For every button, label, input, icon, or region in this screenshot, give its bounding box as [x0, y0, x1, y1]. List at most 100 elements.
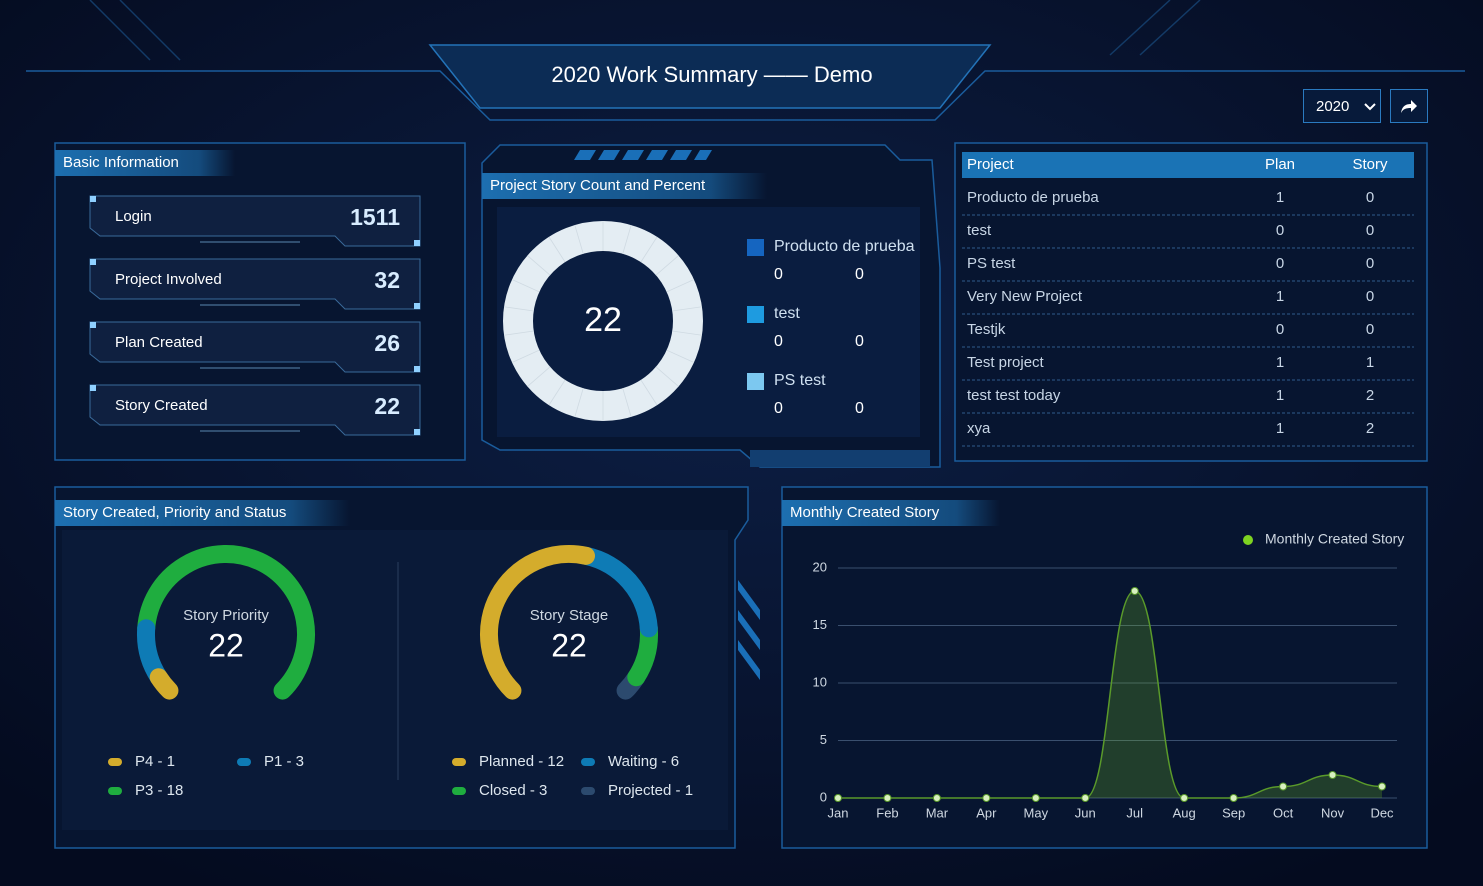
- corner: [414, 303, 420, 309]
- corner: [90, 259, 96, 265]
- ring-divider: [622, 224, 632, 254]
- table-cell: 1: [1276, 288, 1284, 305]
- legend-label: Planned - 12: [479, 753, 564, 770]
- table-cell: 0: [1366, 321, 1374, 338]
- gauge-segment: [577, 546, 658, 638]
- ring-divider: [672, 306, 703, 312]
- ring-divider: [503, 306, 534, 312]
- legend-label: Monthly Created Story: [1265, 531, 1404, 547]
- legend-swatch: [581, 758, 595, 766]
- info-value: 1511: [350, 204, 400, 230]
- ring-divider: [574, 224, 584, 254]
- y-tick-label: 0: [820, 789, 827, 804]
- share-icon: [1401, 100, 1417, 113]
- table-cell: 0: [1276, 222, 1284, 239]
- legend-label: P4 - 1: [135, 753, 175, 770]
- x-tick-label: Jun: [1075, 805, 1096, 820]
- panel-title: Story Created, Priority and Status: [63, 504, 286, 521]
- panel-title: Basic Information: [63, 154, 179, 171]
- y-tick-label: 10: [813, 674, 827, 689]
- legend-name: test: [774, 305, 800, 322]
- legend-marker: [1243, 535, 1253, 545]
- x-tick-label: Nov: [1321, 805, 1345, 820]
- corner: [414, 240, 420, 246]
- point: [1031, 794, 1040, 802]
- point: [1130, 587, 1139, 595]
- x-tick-label: Mar: [926, 805, 949, 820]
- gauge-segment: [480, 545, 596, 700]
- table-cell: 0: [1366, 255, 1374, 272]
- point: [1378, 782, 1386, 791]
- point: [1081, 794, 1090, 802]
- ring-total: 22: [584, 301, 622, 339]
- table-cell: 0: [1366, 189, 1374, 206]
- table-cell: 0: [1276, 255, 1284, 272]
- info-card: [89, 258, 421, 310]
- point: [883, 794, 892, 802]
- table-cell: Producto de prueba: [967, 189, 1099, 206]
- table-cell: 0: [1276, 321, 1284, 338]
- share-button[interactable]: [1390, 89, 1428, 123]
- gauge-total: 22: [208, 627, 244, 663]
- corner: [90, 385, 96, 391]
- decor-stripes: [574, 150, 930, 680]
- ring-divider: [527, 255, 551, 276]
- table-cell: 2: [1366, 420, 1374, 437]
- legend-label: Waiting - 6: [608, 753, 679, 770]
- ring-divider: [640, 236, 658, 263]
- point: [1229, 794, 1238, 802]
- gauge-segment: [149, 668, 179, 700]
- info-value: 32: [374, 267, 400, 293]
- table-cell: 1: [1276, 354, 1284, 371]
- legend-value: 0: [774, 333, 783, 350]
- info-card: [89, 321, 421, 373]
- table-cell: 1: [1276, 189, 1284, 206]
- legend-value: 0: [855, 333, 864, 350]
- x-tick-label: Jan: [828, 805, 849, 820]
- gauge-total: 22: [551, 627, 587, 663]
- year-select[interactable]: 2020: [1303, 89, 1381, 123]
- table-cell: test: [967, 222, 992, 239]
- gauge-label: Story Priority: [183, 607, 269, 624]
- ring-divider: [503, 330, 534, 336]
- ring-divider: [655, 255, 679, 276]
- legend-swatch: [747, 239, 764, 256]
- point: [982, 794, 991, 802]
- legend-value: 0: [855, 400, 864, 417]
- legend-value: 0: [774, 400, 783, 417]
- table-header: [962, 152, 1414, 178]
- legend-label: Closed - 3: [479, 782, 547, 799]
- legend-label: P3 - 18: [135, 782, 183, 799]
- info-label: Login: [115, 208, 152, 225]
- ring-divider: [548, 236, 566, 263]
- point: [834, 794, 842, 802]
- ring-divider: [511, 349, 540, 363]
- table-cell: 1: [1276, 420, 1284, 437]
- x-tick-label: Dec: [1370, 805, 1394, 820]
- year-value: 2020: [1316, 97, 1350, 115]
- table-cell: 2: [1366, 387, 1374, 404]
- x-tick-label: Oct: [1273, 805, 1294, 820]
- title-bar: [55, 150, 235, 176]
- ring-divider: [666, 279, 695, 293]
- legend-swatch: [108, 758, 122, 766]
- legend-swatch: [108, 787, 122, 795]
- x-tick-label: Feb: [876, 805, 898, 820]
- ring-divider: [622, 388, 632, 418]
- legend-value: 0: [855, 266, 864, 283]
- ring-divider: [672, 330, 703, 336]
- table-cell: 0: [1366, 222, 1374, 239]
- info-card: [89, 384, 421, 436]
- table-cell: 1: [1276, 387, 1284, 404]
- info-label: Story Created: [115, 397, 208, 414]
- table-cell: xya: [967, 420, 991, 437]
- legend-swatch: [747, 373, 764, 390]
- legend-swatch: [581, 787, 595, 795]
- title-bar: [482, 173, 767, 199]
- corner: [414, 366, 420, 372]
- legend-label: Projected - 1: [608, 782, 693, 799]
- title-bar: [782, 500, 1000, 526]
- info-label: Project Involved: [115, 271, 222, 288]
- table-header-cell: Plan: [1265, 156, 1295, 173]
- table-cell: Testjk: [967, 321, 1006, 338]
